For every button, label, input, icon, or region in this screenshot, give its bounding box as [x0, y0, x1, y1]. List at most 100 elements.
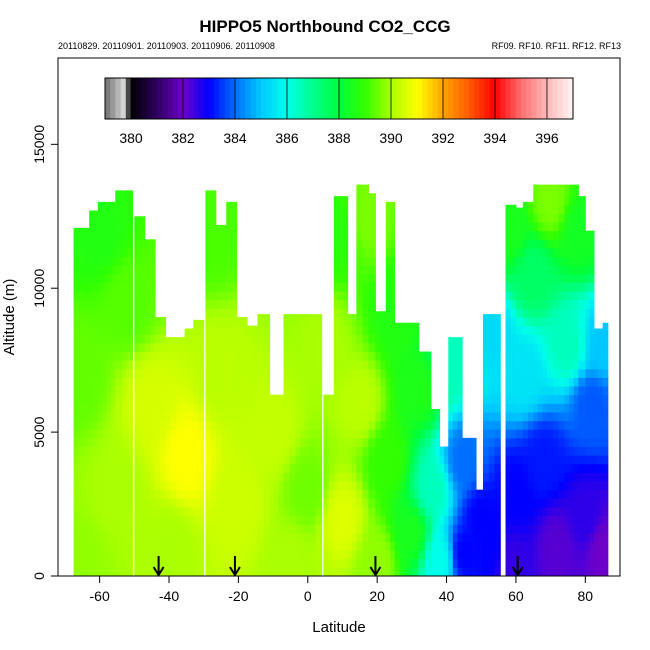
heatmap-cell: [180, 515, 186, 525]
heatmap-cell: [78, 256, 85, 266]
heatmap-cell: [289, 342, 297, 353]
heatmap-cell: [155, 411, 161, 422]
heatmap-cell: [494, 377, 501, 387]
heatmap-cell: [315, 377, 323, 387]
heatmap-cell: [394, 351, 401, 361]
heatmap-cell: [585, 455, 591, 465]
heatmap-cell: [564, 299, 570, 309]
colorbar-swatch: [427, 78, 433, 119]
heatmap-cell: [122, 541, 128, 551]
heatmap-cell: [452, 351, 459, 361]
heatmap-cell: [368, 325, 376, 335]
heatmap-cell: [263, 325, 271, 335]
heatmap-cell: [533, 204, 539, 214]
heatmap-cell: [593, 342, 599, 353]
heatmap-cell: [547, 291, 554, 301]
heatmap-cell: [589, 524, 595, 534]
heatmap-cell: [528, 342, 534, 353]
colorbar-swatch: [359, 78, 366, 119]
heatmap-cell: [542, 256, 548, 266]
heatmap-cell: [221, 437, 227, 447]
heatmap-cell: [221, 334, 227, 344]
heatmap-cell: [537, 184, 544, 188]
heatmap-cell: [84, 524, 90, 534]
heatmap-cell: [304, 386, 311, 396]
heatmap-cell: [333, 256, 339, 266]
heatmap-cell: [175, 558, 181, 568]
heatmap-cell: [97, 394, 103, 404]
heatmap-cell: [569, 213, 575, 223]
heatmap-cell: [593, 532, 599, 542]
heatmap-cell: [102, 247, 108, 258]
heatmap-cell: [323, 437, 330, 447]
heatmap-cell: [328, 489, 335, 499]
heatmap-cell: [505, 368, 512, 378]
heatmap-cell: [564, 334, 570, 344]
heatmap-cell: [134, 216, 141, 223]
heatmap-cell: [106, 567, 112, 577]
heatmap-cell: [542, 230, 548, 240]
heatmap-cell: [435, 515, 441, 525]
heatmap-cell: [385, 273, 391, 283]
heatmap-cell: [226, 334, 232, 344]
heatmap-cell: [300, 481, 306, 491]
heatmap-cell: [602, 446, 609, 456]
heatmap-cell: [323, 403, 330, 413]
heatmap-cell: [170, 489, 177, 499]
heatmap-cell: [537, 351, 544, 361]
heatmap-cell: [198, 403, 205, 413]
heatmap-cell: [134, 455, 141, 465]
heatmap-cell: [210, 532, 217, 542]
heatmap-cell: [241, 481, 248, 491]
heatmap-cell: [289, 437, 297, 447]
heatmap-cell: [542, 463, 548, 473]
data-column: [144, 239, 156, 577]
heatmap-cell: [552, 411, 560, 422]
heatmap-cell: [390, 446, 396, 456]
heatmap-cell: [573, 515, 579, 525]
colorbar-swatch: [172, 78, 179, 119]
heatmap-cell: [462, 446, 468, 456]
heatmap-cell: [404, 489, 411, 499]
heatmap-cell: [547, 437, 554, 447]
heatmap-cell: [221, 282, 227, 292]
heatmap-cell: [180, 498, 186, 508]
heatmap-cell: [73, 437, 80, 447]
heatmap-cell: [134, 489, 141, 499]
heatmap-cell: [515, 230, 524, 240]
heatmap-cell: [315, 541, 323, 551]
heatmap-cell: [283, 334, 291, 344]
heatmap-cell: [505, 524, 512, 534]
heatmap-cell: [356, 273, 363, 283]
heatmap-cell: [263, 558, 271, 568]
heatmap-cell: [210, 213, 217, 223]
heatmap-cell: [226, 437, 232, 447]
heatmap-cell: [175, 437, 181, 447]
colorbar-tick-label: 380: [119, 130, 143, 146]
heatmap-cell: [552, 273, 560, 283]
heatmap-cell: [542, 515, 548, 525]
heatmap-cell: [505, 256, 512, 266]
heatmap-cell: [448, 481, 454, 491]
heatmap-cell: [362, 196, 369, 206]
heatmap-cell: [149, 567, 156, 577]
heatmap-cell: [84, 273, 90, 283]
heatmap-cell: [533, 377, 539, 387]
heatmap-cell: [289, 420, 297, 430]
heatmap-cell: [338, 368, 344, 378]
heatmap-cell: [414, 541, 420, 551]
heatmap-cell: [134, 403, 141, 413]
heatmap-cell: [435, 463, 441, 473]
heatmap-cell: [257, 386, 265, 396]
heatmap-cell: [414, 360, 420, 370]
heatmap-cell: [522, 567, 529, 577]
heatmap-cell: [352, 532, 357, 542]
heatmap-cell: [457, 463, 463, 473]
heatmap-cell: [205, 342, 212, 353]
heatmap-cell: [97, 317, 103, 327]
heatmap-cell: [263, 360, 271, 370]
colorbar-swatch: [411, 78, 418, 119]
heatmap-cell: [247, 498, 253, 508]
heatmap-cell: [247, 325, 253, 335]
heatmap-cell: [84, 325, 90, 335]
